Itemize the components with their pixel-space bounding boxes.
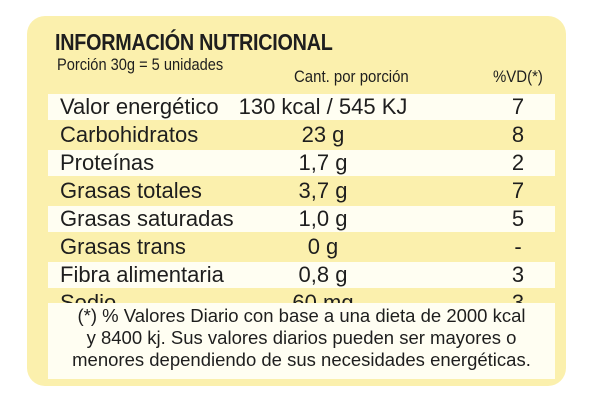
nutrient-daily-value: 3	[511, 262, 525, 287]
nutrient-row-trans-fat: Grasas trans 0 g -	[48, 234, 555, 260]
nutrient-daily-value: 7	[511, 178, 525, 203]
nutrient-name: Grasas trans	[60, 234, 186, 259]
nutrient-amount: 0,8 g	[298, 262, 348, 287]
footnote-line: y 8400 kj. Sus valores diarios pueden se…	[86, 327, 517, 348]
nutrient-name: Grasas totales	[60, 178, 202, 203]
nutrient-row-energy: Valor energético 130 kcal / 545 KJ 7	[48, 94, 555, 120]
nutrient-amount: 0 g	[307, 234, 339, 259]
nutrient-amount: 23 g	[301, 122, 345, 147]
nutrient-table: Valor energético 130 kcal / 545 KJ 7 Car…	[48, 94, 555, 318]
nutrient-daily-value: 2	[511, 150, 525, 175]
nutrient-row-carbohydrates: Carbohidratos 23 g 8	[48, 122, 555, 148]
nutrient-amount: 3,7 g	[298, 178, 348, 203]
label-title: INFORMACIÓN NUTRICIONAL	[55, 29, 333, 55]
nutrient-amount: 1,7 g	[298, 150, 348, 175]
nutrient-amount: 1,0 g	[298, 206, 348, 231]
nutrient-daily-value: 7	[511, 94, 525, 119]
nutrient-name: Valor energético	[60, 94, 219, 119]
column-header-daily-value: %VD(*)	[493, 67, 543, 86]
nutrient-name: Proteínas	[60, 150, 155, 175]
nutrient-daily-value: 8	[511, 122, 525, 147]
nutrient-row-dietary-fiber: Fibra alimentaria 0,8 g 3	[48, 262, 555, 288]
daily-value-footnote: (*) % Valores Diario con base a una diet…	[48, 303, 555, 379]
column-header-amount: Cant. por porción	[294, 67, 409, 86]
nutrient-daily-value: -	[514, 234, 522, 259]
nutrient-amount: 130 kcal / 545 KJ	[238, 94, 408, 119]
footnote-line: menores dependiendo de sus necesidades e…	[72, 349, 531, 370]
footnote-line: (*) % Valores Diario con base a una diet…	[77, 305, 526, 326]
nutrient-name: Fibra alimentaria	[60, 262, 224, 287]
nutrient-daily-value: 5	[511, 206, 525, 231]
nutrient-name: Grasas saturadas	[60, 206, 234, 231]
nutrient-name: Carbohidratos	[60, 122, 199, 147]
nutrient-row-proteins: Proteínas 1,7 g 2	[48, 150, 555, 176]
nutrient-row-saturated-fat: Grasas saturadas 1,0 g 5	[48, 206, 555, 232]
portion-size: Porción 30g = 5 unidades	[57, 55, 224, 74]
nutrient-row-total-fat: Grasas totales 3,7 g 7	[48, 178, 555, 204]
